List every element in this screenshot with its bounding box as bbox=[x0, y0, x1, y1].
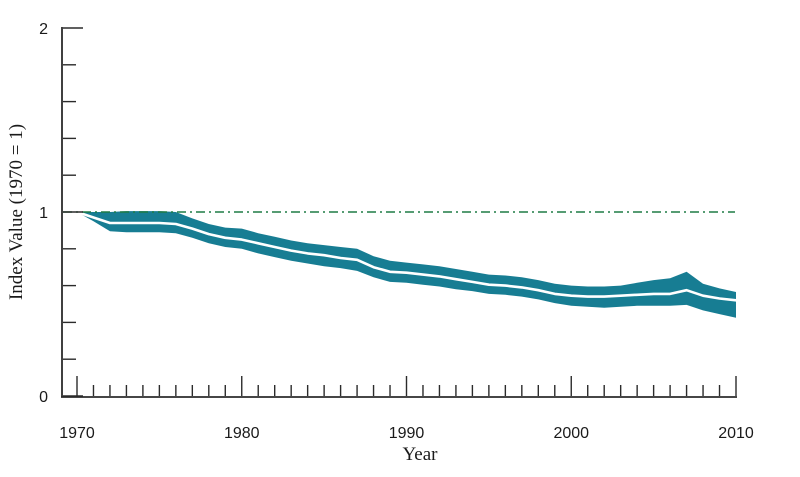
y-tick-label: 0 bbox=[39, 389, 48, 406]
y-tick-label: 1 bbox=[39, 205, 48, 222]
y-axis-title: Index Value (1970 = 1) bbox=[6, 123, 27, 301]
x-tick-label: 1990 bbox=[389, 425, 425, 442]
x-axis-title: Year bbox=[402, 444, 438, 465]
central-estimate-line bbox=[75, 210, 738, 302]
x-tick-label: 1970 bbox=[59, 425, 95, 442]
x-tick-label: 2010 bbox=[718, 425, 754, 442]
y-tick-label: 2 bbox=[39, 21, 48, 38]
confidence-band bbox=[77, 211, 736, 318]
x-tick-label: 1980 bbox=[224, 425, 260, 442]
x-tick-label: 2000 bbox=[553, 425, 589, 442]
